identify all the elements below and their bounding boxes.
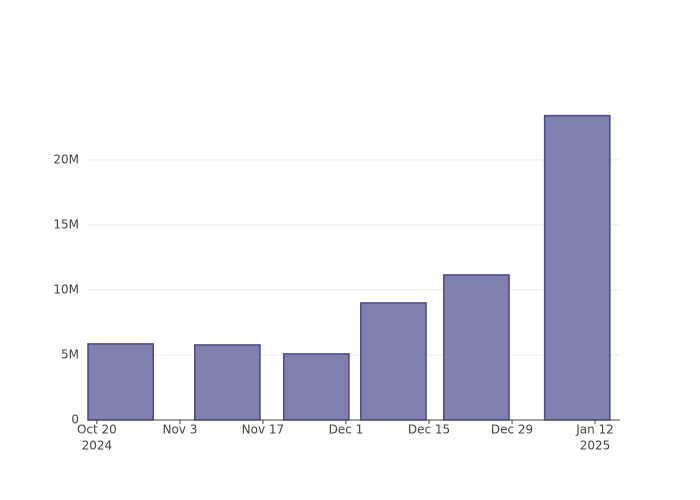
- bar: [282, 353, 350, 421]
- bar: [360, 302, 427, 421]
- y-tick-label: 15M: [53, 217, 79, 231]
- y-tick-label: 20M: [53, 152, 79, 166]
- y-tick-label: 0: [71, 413, 79, 427]
- bar: [193, 344, 261, 421]
- bar: [543, 114, 611, 421]
- x-tick-label: Nov 3: [162, 423, 197, 437]
- bar: [443, 274, 510, 421]
- x-tick-label: Nov 17: [242, 423, 285, 437]
- x-tick-label: Oct 20: [77, 423, 117, 437]
- y-tick-label: 5M: [61, 347, 79, 361]
- x-tick-label: Dec 15: [408, 423, 450, 437]
- x-tick-label: Dec 1: [329, 423, 364, 437]
- bar: [87, 343, 154, 421]
- x-tick-label: 2024: [82, 439, 113, 453]
- y-tick-label: 10M: [53, 282, 79, 296]
- x-tick-label: Dec 29: [491, 423, 533, 437]
- x-tick-label: Jan 12: [575, 423, 614, 437]
- x-tick-label: 2025: [580, 439, 611, 453]
